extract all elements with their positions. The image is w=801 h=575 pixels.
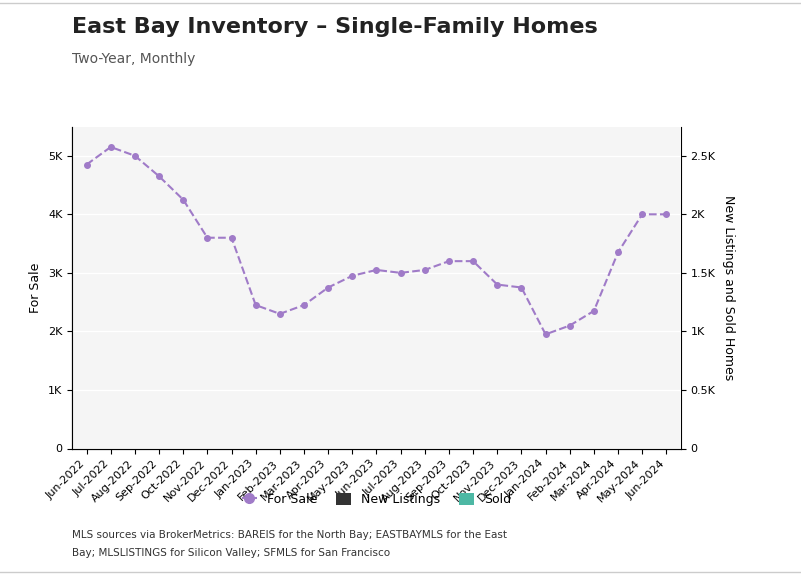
For Sale <box>372 266 381 273</box>
Bar <box>256 226 265 448</box>
Legend: For Sale, New Listings, Sold: For Sale, New Listings, Sold <box>237 488 516 511</box>
Bar <box>231 191 241 448</box>
Bar <box>150 16 159 448</box>
Bar <box>416 91 425 448</box>
For Sale <box>565 322 574 329</box>
For Sale <box>130 152 139 159</box>
For Sale <box>614 249 623 256</box>
Bar <box>319 115 328 449</box>
Bar <box>328 191 337 448</box>
For Sale <box>179 196 188 203</box>
Bar <box>521 338 530 448</box>
Bar <box>343 74 352 449</box>
Bar <box>207 156 216 448</box>
Text: East Bay Inventory – Single-Family Homes: East Bay Inventory – Single-Family Homes <box>72 17 598 37</box>
Bar <box>618 138 627 448</box>
For Sale <box>251 302 260 309</box>
For Sale <box>300 302 309 309</box>
Bar <box>400 138 410 448</box>
Bar <box>304 285 313 448</box>
Bar <box>473 197 482 448</box>
Bar <box>392 97 400 448</box>
Bar <box>280 314 289 448</box>
Bar <box>376 138 385 448</box>
Bar <box>102 0 111 448</box>
Bar <box>464 86 473 448</box>
For Sale <box>82 161 91 168</box>
For Sale <box>541 331 550 338</box>
Bar <box>425 179 434 448</box>
For Sale <box>348 273 357 279</box>
Text: MLS sources via BrokerMetrics: BAREIS for the North Bay; EASTBAYMLS for the East: MLS sources via BrokerMetrics: BAREIS fo… <box>72 531 507 540</box>
Text: Bay; MLSLISTINGS for Silicon Valley; SFMLS for San Francisco: Bay; MLSLISTINGS for Silicon Valley; SFM… <box>72 548 390 558</box>
Bar <box>537 349 545 448</box>
Y-axis label: New Listings and Sold Homes: New Listings and Sold Homes <box>722 195 735 380</box>
Bar <box>174 103 183 448</box>
Line: For Sale: For Sale <box>84 144 669 337</box>
Bar <box>570 355 579 448</box>
For Sale <box>155 173 164 180</box>
Bar <box>512 232 521 448</box>
Bar <box>223 338 231 448</box>
Bar <box>159 103 168 448</box>
Bar <box>609 91 618 448</box>
Bar <box>440 86 449 448</box>
Bar <box>271 314 280 448</box>
Bar <box>135 91 144 448</box>
Text: Two-Year, Monthly: Two-Year, Monthly <box>72 52 195 66</box>
Bar <box>585 191 594 448</box>
Bar <box>642 138 651 448</box>
Bar <box>78 0 87 448</box>
Bar <box>126 16 135 448</box>
Bar <box>561 202 570 448</box>
Bar <box>594 261 603 448</box>
Bar <box>497 191 506 448</box>
For Sale <box>638 211 647 218</box>
For Sale <box>324 284 333 291</box>
For Sale <box>106 144 115 151</box>
For Sale <box>493 281 502 288</box>
For Sale <box>662 211 671 218</box>
Bar <box>111 115 120 449</box>
Bar <box>657 16 666 448</box>
For Sale <box>589 308 598 315</box>
Bar <box>666 144 675 448</box>
For Sale <box>420 266 429 273</box>
For Sale <box>444 258 453 264</box>
Bar <box>183 109 192 448</box>
Bar <box>545 261 555 448</box>
Bar <box>633 0 642 448</box>
Bar <box>87 56 96 449</box>
Bar <box>352 115 361 449</box>
For Sale <box>227 234 236 241</box>
Bar <box>488 132 497 448</box>
Y-axis label: For Sale: For Sale <box>30 262 42 313</box>
For Sale <box>469 258 478 264</box>
For Sale <box>396 270 405 277</box>
Bar <box>198 226 207 448</box>
For Sale <box>275 310 284 317</box>
For Sale <box>203 234 212 241</box>
Bar <box>295 202 304 448</box>
Bar <box>247 232 256 448</box>
Bar <box>368 86 376 448</box>
Bar <box>449 156 458 448</box>
For Sale <box>517 284 526 291</box>
